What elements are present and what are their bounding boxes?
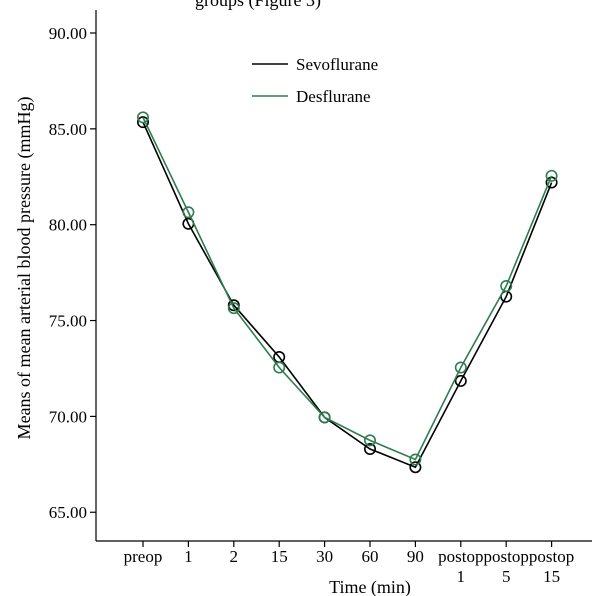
sevoflurane-point	[363, 442, 376, 455]
y-tick-label: 65.00	[49, 503, 87, 522]
desflurane-point	[409, 453, 422, 466]
x-tick-label: postop 15	[529, 547, 574, 586]
series-layer	[137, 111, 558, 474]
legend-label-desflurane: Desflurane	[296, 87, 371, 106]
y-tick-label: 75.00	[49, 312, 87, 331]
desflurane-point	[500, 280, 513, 293]
y-tick-label: 80.00	[49, 216, 87, 235]
sevoflurane-point	[454, 374, 467, 387]
x-tick-label: 30	[316, 547, 333, 566]
desflurane-point	[318, 411, 331, 424]
y-axis-label: Means of mean arterial blood pressure (m…	[14, 97, 35, 440]
desflurane-point	[182, 206, 195, 219]
chart-title: groups (Figure 3)	[195, 0, 321, 11]
y-tick-label: 85.00	[49, 120, 87, 139]
desflurane-point	[137, 111, 150, 124]
desflurane-point	[273, 361, 286, 374]
legend-label-sevoflurane: Sevoflurane	[296, 55, 378, 74]
x-tick-label: 90	[407, 547, 424, 566]
desflurane-line	[142, 117, 553, 461]
desflurane-point	[227, 302, 240, 315]
x-tick-label: 1	[184, 547, 193, 566]
sevoflurane-point	[137, 116, 150, 129]
legend: Sevoflurane Desflurane	[252, 55, 378, 106]
x-tick-label: preop	[124, 547, 163, 566]
sevoflurane-point	[409, 461, 422, 474]
x-tick-label: postop 5	[484, 547, 529, 586]
x-tick-label: 60	[362, 547, 379, 566]
x-axis-label: Time (min)	[329, 577, 411, 596]
desflurane-point	[363, 434, 376, 447]
sevoflurane-line	[142, 121, 553, 469]
x-tick-label: 15	[271, 547, 288, 566]
desflurane-point	[454, 361, 467, 374]
x-tick-label: 2	[230, 547, 239, 566]
axes: 65.00 70.00 75.00 80.00 85.00 90.00 preop 1 2 15 3…	[49, 10, 592, 586]
y-tick-label: 90.00	[49, 24, 87, 43]
desflurane-point	[545, 169, 558, 182]
y-tick-label: 70.00	[49, 407, 87, 426]
x-tick-label: postop 1	[438, 547, 483, 586]
